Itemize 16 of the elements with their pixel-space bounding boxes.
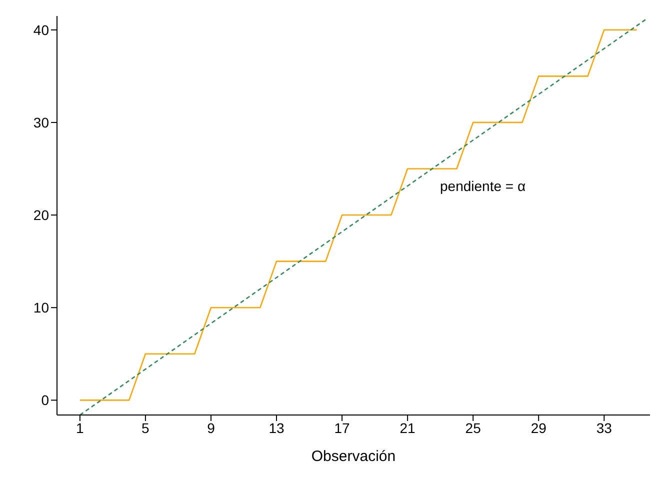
x-tick-label: 9 (207, 420, 216, 436)
x-tick-label: 25 (465, 420, 482, 436)
x-tick-label: 1 (76, 420, 84, 436)
x-tick-label: 5 (142, 420, 150, 436)
y-tick-label: 30 (33, 114, 50, 130)
x-tick-label: 33 (596, 420, 612, 436)
y-tick-label: 20 (33, 207, 50, 224)
x-tick-label: 13 (268, 420, 285, 436)
x-tick-label: 21 (400, 420, 416, 436)
y-tick-label: 0 (41, 392, 50, 408)
x-tick-label: 17 (334, 420, 350, 436)
y-tick-label: 10 (33, 300, 50, 316)
y-tick-label: 40 (33, 22, 50, 38)
x-tick-label: 29 (530, 420, 547, 436)
annotation: pendiente = α (440, 178, 526, 194)
x-axis-title: Observación (311, 448, 396, 465)
